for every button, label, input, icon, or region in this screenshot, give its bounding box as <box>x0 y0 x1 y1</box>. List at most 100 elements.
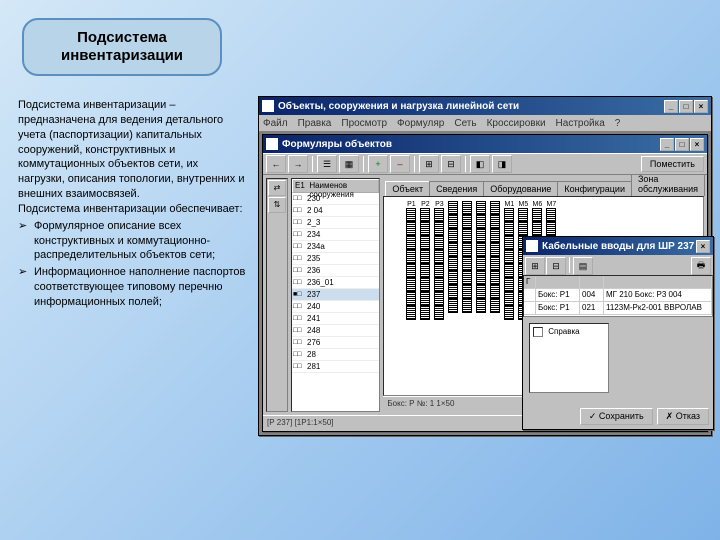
toolbar-button[interactable]: ← <box>266 155 286 173</box>
grid-cell <box>524 289 536 301</box>
print-button[interactable]: 🖶 <box>691 257 711 275</box>
tab-equipment[interactable]: Оборудование <box>483 181 558 196</box>
list-header-name-col[interactable]: Наименов сооружения <box>309 181 376 191</box>
menu-item[interactable]: Формуляр <box>397 118 444 129</box>
grid-cell: Бокс: Р1 <box>536 289 580 301</box>
list-row[interactable]: □□241 <box>292 313 379 325</box>
nav-button[interactable]: ⇄ <box>268 180 286 196</box>
cable-inputs-dialog: Кабельные вводы для ШР 237 × ⊞ ⊟ ▤ 🖶 Г Б… <box>522 236 714 430</box>
row-name: 281 <box>307 362 320 371</box>
toolbar-button[interactable]: ⊞ <box>419 155 439 173</box>
diagram-column: P1 <box>406 201 416 320</box>
list-row[interactable]: □□234а <box>292 241 379 253</box>
maximize-button[interactable]: □ <box>679 100 693 113</box>
toolbar-button[interactable]: ▦ <box>339 155 359 173</box>
toolbar-button[interactable]: ◧ <box>470 155 490 173</box>
desc-bullet: Информационное наполнение паспортов соот… <box>18 265 246 310</box>
grid-header-cell[interactable] <box>604 276 712 288</box>
tab-config[interactable]: Конфигурации <box>557 181 632 196</box>
row-name: 235 <box>307 254 320 263</box>
grid-cell: Бокс: Р1 <box>536 302 580 314</box>
grid-header-cell[interactable] <box>580 276 604 288</box>
tab-info[interactable]: Сведения <box>429 181 484 196</box>
grid-header-cell[interactable]: Г <box>524 276 536 288</box>
diagram-column <box>462 201 472 313</box>
popup-grid[interactable]: Г Бокс: Р1 004 МГ 210 Бокс: Р3 004 Бокс:… <box>523 275 713 317</box>
child-window-icon <box>266 138 278 150</box>
remove-button[interactable]: – <box>390 155 410 173</box>
desc-paragraph-1: Подсистема инвентаризации – предназначен… <box>18 98 246 202</box>
list-row[interactable]: □□236 <box>292 265 379 277</box>
popup-titlebar[interactable]: Кабельные вводы для ШР 237 × <box>523 237 713 255</box>
row-name: 28 <box>307 350 316 359</box>
menu-item[interactable]: Сеть <box>454 118 476 129</box>
grid-row[interactable]: Бокс: Р1 004 МГ 210 Бокс: Р3 004 <box>524 289 712 302</box>
list-row[interactable]: □□235 <box>292 253 379 265</box>
row-icon: □□ <box>293 267 307 274</box>
list-row[interactable]: □□2_3 <box>292 217 379 229</box>
toolbar-button[interactable]: ⊞ <box>525 257 545 275</box>
tab-zone[interactable]: Зона обслуживания <box>631 175 705 196</box>
list-row[interactable]: □□240 <box>292 301 379 313</box>
list-row[interactable]: □□230 <box>292 193 379 205</box>
popup-icon <box>526 240 538 252</box>
main-titlebar[interactable]: Объекты, сооружения и нагрузка линейной … <box>259 97 711 115</box>
add-button[interactable]: + <box>368 155 388 173</box>
toolbar-separator <box>414 156 415 172</box>
list-row[interactable]: □□248 <box>292 325 379 337</box>
list-header-icon-col[interactable]: Е1 <box>295 181 309 191</box>
popup-close-button[interactable]: × <box>696 240 710 253</box>
row-icon: □□ <box>293 303 307 310</box>
row-icon: □□ <box>293 315 307 322</box>
cancel-button[interactable]: ✗ Отказ <box>657 408 709 425</box>
row-name: 230 <box>307 194 320 203</box>
menu-item[interactable]: Просмотр <box>341 118 387 129</box>
place-button[interactable]: Поместить <box>641 156 704 172</box>
grid-row[interactable]: Бокс: Р1 021 1123М-Рк2-001 ВВРОЛАВ <box>524 302 712 315</box>
list-row[interactable]: □□234 <box>292 229 379 241</box>
diagram-column <box>448 201 458 313</box>
child-minimize-button[interactable]: _ <box>660 138 674 151</box>
toolbar-button[interactable]: → <box>288 155 308 173</box>
toolbar-separator <box>569 257 570 273</box>
toolbar-button[interactable]: ⊟ <box>441 155 461 173</box>
menu-item[interactable]: Кроссировки <box>487 118 546 129</box>
list-row[interactable]: □□28 <box>292 349 379 361</box>
minimize-button[interactable]: _ <box>664 100 678 113</box>
legend-checkbox[interactable] <box>533 327 543 337</box>
row-icon: □□ <box>293 195 307 202</box>
list-header: Е1 Наименов сооружения <box>292 179 379 193</box>
list-row[interactable]: ■□237 <box>292 289 379 301</box>
row-name: 234а <box>307 242 325 251</box>
nav-panel: ⇄ ⇅ <box>266 178 288 412</box>
nav-button[interactable]: ⇅ <box>268 197 286 213</box>
row-name: 241 <box>307 314 320 323</box>
child-close-button[interactable]: × <box>690 138 704 151</box>
toolbar-button[interactable]: ⊟ <box>546 257 566 275</box>
list-row[interactable]: □□2 04 <box>292 205 379 217</box>
menu-item[interactable]: ? <box>615 118 621 129</box>
child-maximize-button[interactable]: □ <box>675 138 689 151</box>
toolbar-button[interactable]: ☰ <box>317 155 337 173</box>
row-icon: ■□ <box>293 291 307 298</box>
list-body[interactable]: □□230□□2 04□□2_3□□234□□234а□□235□□236□□2… <box>292 193 379 411</box>
menu-item[interactable]: Настройка <box>556 118 605 129</box>
diagram-column <box>490 201 500 313</box>
grid-header-cell[interactable] <box>536 276 580 288</box>
row-icon: □□ <box>293 219 307 226</box>
main-window-title: Объекты, сооружения и нагрузка линейной … <box>278 101 663 112</box>
tab-object[interactable]: Объект <box>385 181 430 196</box>
row-icon: □□ <box>293 327 307 334</box>
list-row[interactable]: □□276 <box>292 337 379 349</box>
list-row[interactable]: □□281 <box>292 361 379 373</box>
ok-button[interactable]: ✓ Сохранить <box>580 408 653 425</box>
menu-item[interactable]: Правка <box>298 118 332 129</box>
toolbar-button[interactable]: ▤ <box>573 257 593 275</box>
close-button[interactable]: × <box>694 100 708 113</box>
list-row[interactable]: □□236_01 <box>292 277 379 289</box>
grid-header-row: Г <box>524 276 712 289</box>
menu-item[interactable]: Файл <box>263 118 288 129</box>
toolbar-button[interactable]: ◨ <box>492 155 512 173</box>
child-titlebar[interactable]: Формуляры объектов _ □ × <box>263 135 707 153</box>
app-icon <box>262 100 274 112</box>
